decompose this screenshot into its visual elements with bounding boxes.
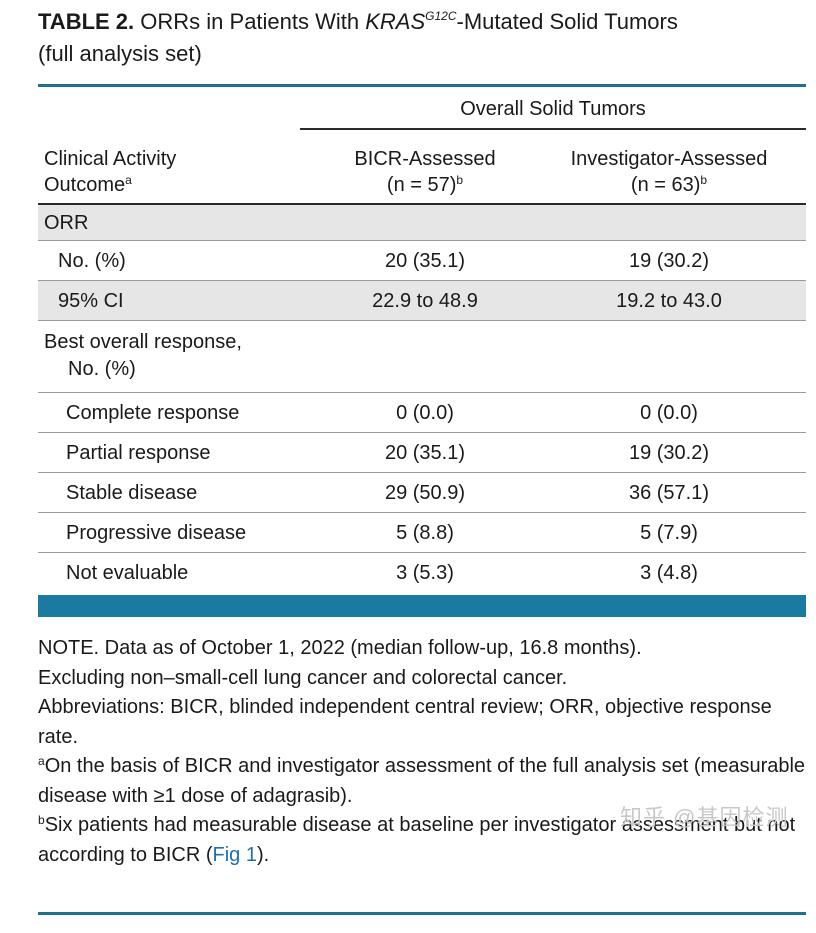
note-date: NOTE. Data as of October 1, 2022 (median… <box>38 637 642 659</box>
header-bicr-n: (n = 57) <box>386 174 457 196</box>
header-inv-line2: (n = 63)b <box>544 172 794 198</box>
header-inv-n: (n = 63) <box>630 174 701 196</box>
cell-investigator: 3 (4.8) <box>640 562 698 584</box>
header-inv-line1: Investigator-Assessed <box>570 148 768 170</box>
caption-text-before: ORRs in Patients With <box>140 9 366 34</box>
cell-investigator: 19 (30.2) <box>628 250 710 272</box>
table-row: Partial response 20 (35.1) 19 (30.2) <box>38 433 806 473</box>
footnote-b-text: Six patients had measurable disease at b… <box>38 814 796 866</box>
table-row: Best overall response, No. (%) <box>38 321 806 393</box>
row-label-line2: No. (%) <box>68 358 136 380</box>
row-label: No. (%) <box>58 250 126 272</box>
footnote-a-mark: a <box>38 754 45 768</box>
footnote-mark-a: a <box>125 173 132 187</box>
row-label: Not evaluable <box>66 562 189 584</box>
table-row: ORR <box>38 205 806 241</box>
table-caption: TABLE 2. ORRs in Patients With KRASG12C-… <box>38 6 798 70</box>
caption-text-after: -Mutated Solid Tumors <box>456 9 678 34</box>
table-row: Stable disease 29 (50.9) 36 (57.1) <box>38 473 806 513</box>
footnote-a-text: On the basis of BICR and investigator as… <box>38 755 806 807</box>
header-investigator: Investigator-Assessed (n = 63)b <box>544 146 794 198</box>
header-outcome: Clinical Activity Outcomea <box>44 146 176 198</box>
cell-bicr: 22.9 to 48.9 <box>372 290 478 312</box>
cell-bicr: 3 (5.3) <box>396 562 454 584</box>
row-label-line1: Best overall response, <box>44 331 242 353</box>
footnote-b-mark: b <box>38 813 45 827</box>
column-spanner: Overall Solid Tumors <box>460 98 646 120</box>
note-abbreviations: Abbreviations: BICR, blinded independent… <box>38 696 772 748</box>
caption-line-2: (full analysis set) <box>38 41 202 66</box>
header-outcome-line1: Clinical Activity <box>44 148 177 170</box>
cell-investigator: 0 (0.0) <box>640 402 698 424</box>
table-row: No. (%) 20 (35.1) 19 (30.2) <box>38 241 806 281</box>
note-exclusion: Excluding non–small-cell lung cancer and… <box>38 666 568 689</box>
cell-bicr: 20 (35.1) <box>384 442 466 464</box>
row-label: Progressive disease <box>66 522 247 544</box>
table-row: 95% CI 22.9 to 48.9 19.2 to 43.0 <box>38 281 806 321</box>
cell-investigator: 19 (30.2) <box>628 442 710 464</box>
footnote-b: bSix patients had measurable disease at … <box>38 811 808 870</box>
footnote-a: aOn the basis of BICR and investigator a… <box>38 752 808 811</box>
header-outcome-text: Outcome <box>44 174 126 196</box>
cell-bicr: 29 (50.9) <box>384 482 466 504</box>
header-bicr: BICR-Assessed (n = 57)b <box>300 146 550 198</box>
table-row: Progressive disease 5 (8.8) 5 (7.9) <box>38 513 806 553</box>
footnote-b-end: ). <box>256 843 270 866</box>
table-row: Complete response 0 (0.0) 0 (0.0) <box>38 393 806 433</box>
cell-investigator: 5 (7.9) <box>640 522 698 544</box>
cell-bicr: 0 (0.0) <box>396 402 454 424</box>
spanner-rule <box>300 128 806 130</box>
cell-investigator: 19.2 to 43.0 <box>616 290 722 312</box>
cell-bicr: 20 (35.1) <box>384 250 466 272</box>
header-bicr-line2: (n = 57)b <box>300 172 550 198</box>
gene-superscript: G12C <box>425 9 457 23</box>
table-row: Not evaluable 3 (5.3) 3 (4.8) <box>38 553 806 593</box>
header-outcome-line2: Outcomea <box>44 172 176 198</box>
row-label: Best overall response, No. (%) <box>44 329 242 383</box>
row-label: ORR <box>44 212 89 234</box>
caption-line-1: TABLE 2. ORRs in Patients With KRASG12C-… <box>38 6 798 38</box>
watermark: 知乎 @基因检测 <box>620 805 789 830</box>
gene-name: KRAS <box>365 9 426 34</box>
table-top-rule <box>38 84 806 87</box>
row-label: 95% CI <box>58 290 124 312</box>
row-label: Complete response <box>66 402 240 424</box>
row-label: Partial response <box>66 442 211 464</box>
notes-bottom-rule <box>38 912 806 915</box>
table-label: TABLE 2. <box>38 9 135 34</box>
table-bottom-bar <box>38 595 806 617</box>
header-bottom-rule <box>38 203 806 205</box>
cell-bicr: 5 (8.8) <box>396 522 454 544</box>
row-label: Stable disease <box>66 482 198 504</box>
footnote-mark-b: b <box>456 173 464 187</box>
cell-investigator: 36 (57.1) <box>628 482 710 504</box>
footnote-mark-b: b <box>700 173 708 187</box>
header-bicr-line1: BICR-Assessed <box>354 148 496 170</box>
table-notes: NOTE. Data as of October 1, 2022 (median… <box>38 634 808 870</box>
fig-1-link[interactable]: Fig 1 <box>212 843 257 866</box>
